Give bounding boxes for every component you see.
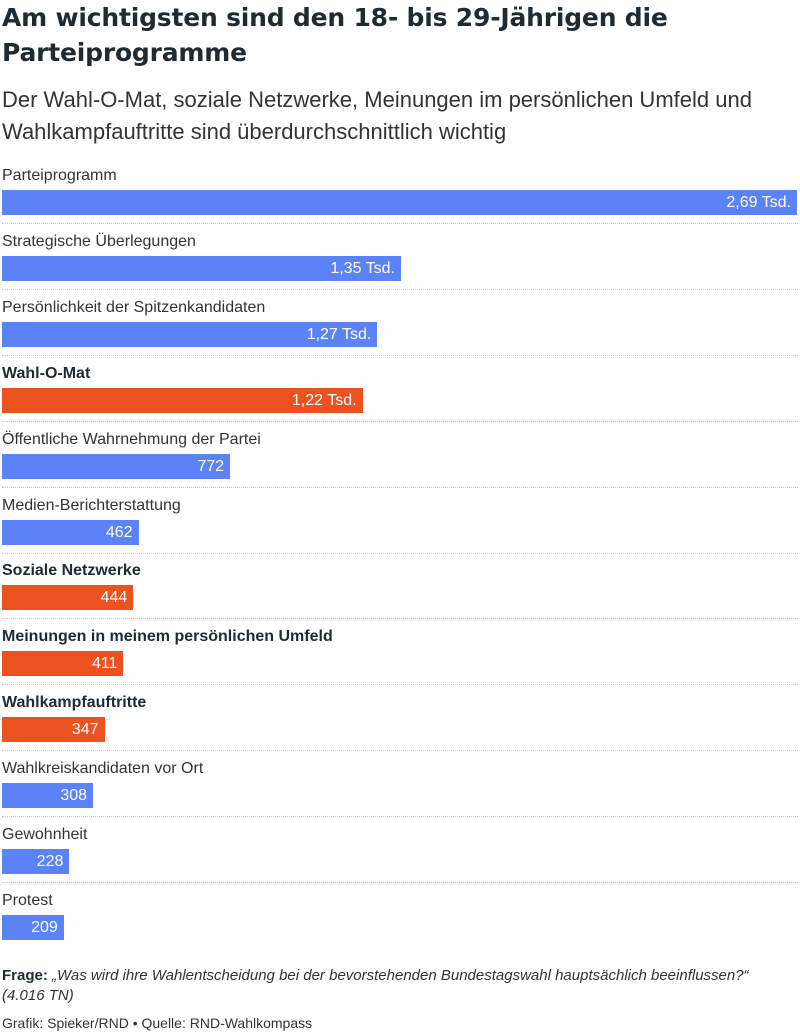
- source-credit: Grafik: Spieker/RND • Quelle: RND-Wahlko…: [2, 1015, 313, 1031]
- bar: 444: [2, 585, 134, 611]
- bar: 462: [2, 519, 139, 545]
- category-label: Öffentliche Wahrnehmung der Partei: [2, 430, 261, 448]
- bar-row: Protest 209: [0, 885, 800, 951]
- row-divider: [2, 420, 798, 422]
- bar-row: Soziale Netzwerke 444: [0, 555, 800, 621]
- bar: 1,35 Tsd.: [2, 255, 401, 281]
- bar: 772: [2, 453, 231, 479]
- value-label: 462: [105, 523, 133, 541]
- question-note: Frage: „Was wird ihre Wahlentscheidung b…: [2, 966, 792, 1006]
- bar-row: Medien-Berichterstattung 462: [0, 490, 800, 556]
- row-divider: [2, 552, 798, 554]
- chart-subtitle: Der Wahl-O-Mat, soziale Netzwerke, Meinu…: [2, 87, 752, 144]
- bar: 347: [2, 717, 105, 743]
- value-label: 444: [100, 589, 128, 607]
- category-label: Protest: [2, 891, 53, 909]
- row-divider: [2, 684, 798, 686]
- bar-row: Wahl-O-Mat 1,22 Tsd.: [0, 358, 800, 424]
- value-label: 1,27 Tsd.: [306, 325, 372, 343]
- bar-row: Wahlkampfauftritte 347: [0, 687, 800, 753]
- question-text: „Was wird ihre Wahlentscheidung bei der …: [2, 967, 749, 1004]
- bar-row: Gewohnheit 228: [0, 819, 800, 885]
- value-label: 1,22 Tsd.: [291, 391, 357, 409]
- row-divider: [2, 750, 798, 752]
- bar-chart: Parteiprogramm 2,69 Tsd. Strategische Über…: [0, 160, 800, 950]
- question-label: Frage:: [2, 967, 48, 984]
- category-label: Soziale Netzwerke: [2, 562, 141, 580]
- value-label: 411: [91, 655, 118, 673]
- category-label: Parteiprogramm: [2, 167, 117, 184]
- category-label: Wahlkreiskandidaten vor Ort: [2, 760, 204, 778]
- value-label: 772: [197, 457, 225, 475]
- value-label: 308: [60, 787, 88, 805]
- value-label: 1,35 Tsd.: [330, 259, 395, 277]
- row-divider: [2, 618, 798, 620]
- row-divider: [2, 354, 798, 356]
- category-label: Wahlkampfauftritte: [2, 694, 147, 712]
- bar-row: Öffentliche Wahrnehmung der Partei 772: [0, 424, 800, 490]
- bar-row: Parteiprogramm 2,69 Tsd.: [0, 160, 800, 226]
- bar: 209: [2, 914, 64, 940]
- row-divider: [2, 486, 798, 488]
- row-divider: [2, 882, 798, 883]
- chart-title: Am wichtigsten sind den 18- bis 29-Jähri…: [2, 3, 668, 67]
- bar: 411: [2, 651, 124, 677]
- category-label: Meinungen in meinem persönlichen Umfeld: [2, 628, 333, 646]
- category-label: Strategische Überlegungen: [2, 232, 196, 250]
- category-label: Medien-Berichterstattung: [2, 496, 181, 514]
- bar-row: Meinungen in meinem persönlichen Umfeld 4…: [0, 621, 800, 687]
- bar: 2,69 Tsd.: [2, 190, 797, 215]
- value-label: 228: [36, 853, 64, 870]
- bar-row: Persönlichkeit der Spitzenkandidaten 1,27…: [0, 292, 800, 358]
- value-label: 2,69 Tsd.: [726, 194, 791, 211]
- bar: 308: [2, 783, 94, 809]
- bar: 1,27 Tsd.: [2, 321, 378, 347]
- row-divider: [2, 816, 798, 818]
- bar-row: Wahlkreiskandidaten vor Ort 308: [0, 753, 800, 819]
- category-label: Gewohnheit: [2, 826, 88, 843]
- value-label: 347: [71, 721, 99, 739]
- bar-row: Strategische Überlegungen 1,35 Tsd.: [0, 226, 800, 292]
- value-label: 209: [31, 918, 58, 936]
- row-divider: [2, 288, 798, 290]
- bar: 1,22 Tsd.: [2, 387, 363, 413]
- row-divider: [2, 223, 798, 224]
- category-label: Persönlichkeit der Spitzenkandidaten: [2, 298, 266, 316]
- bar: 228: [2, 849, 70, 874]
- category-label: Wahl-O-Mat: [2, 364, 91, 382]
